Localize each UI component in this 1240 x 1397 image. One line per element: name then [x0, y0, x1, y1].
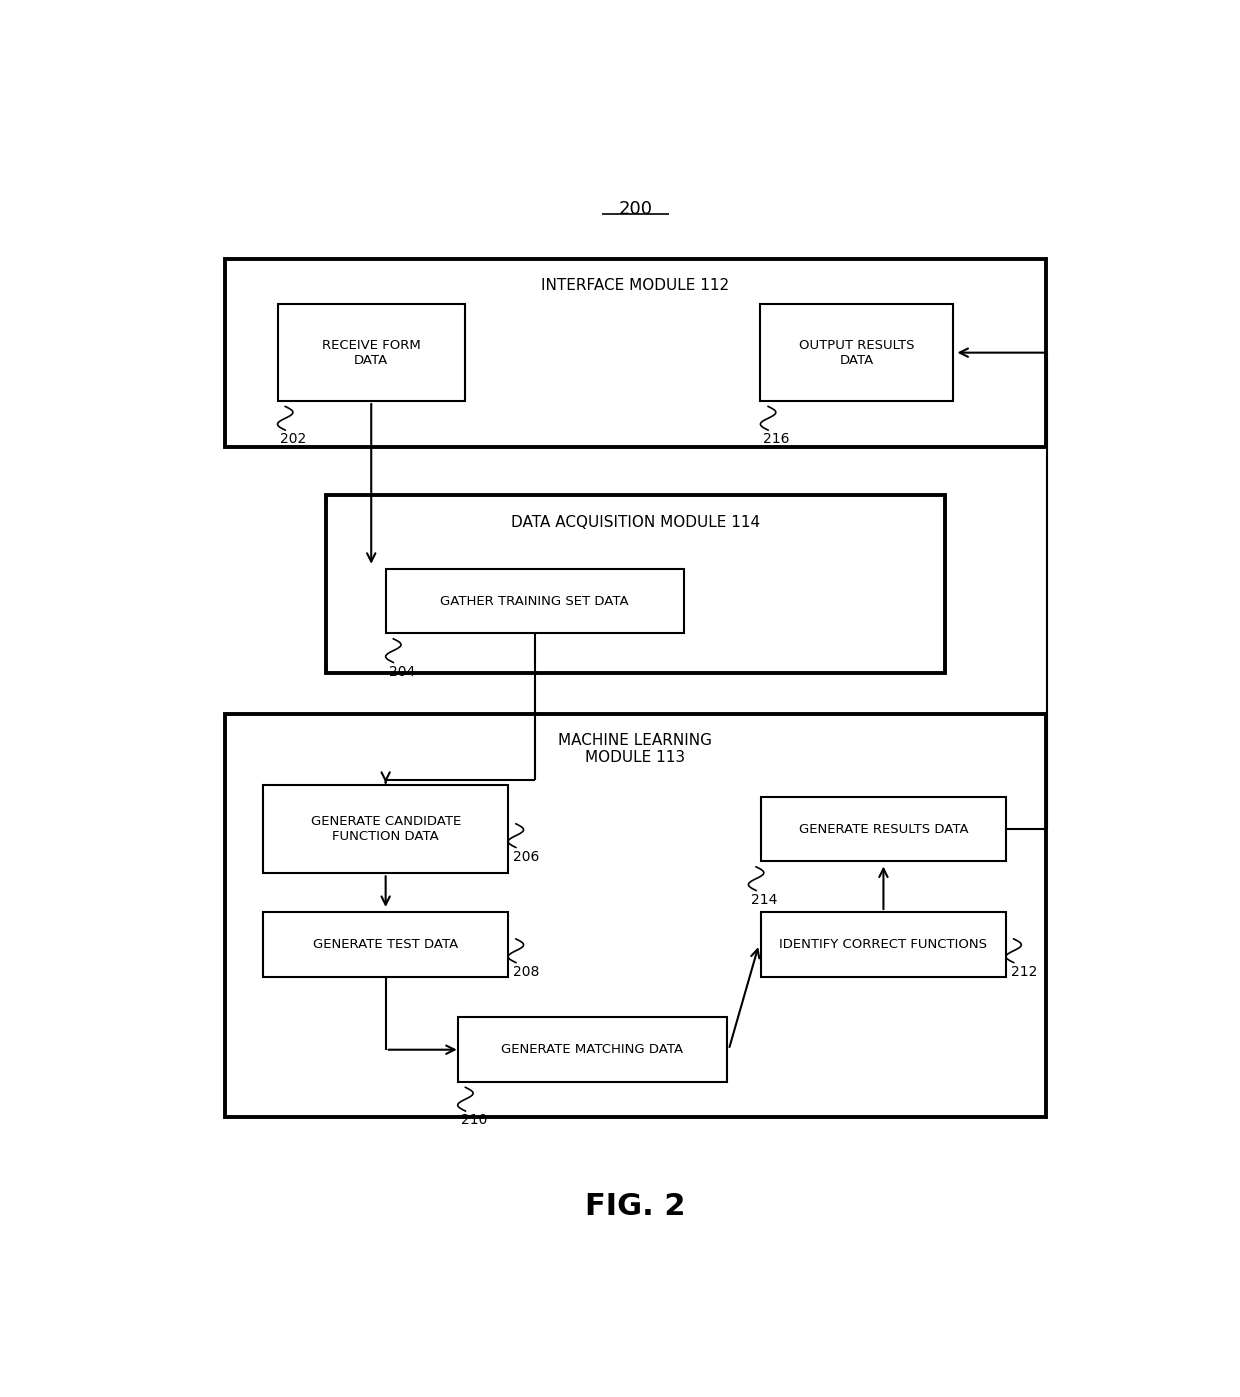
Text: 208: 208	[513, 965, 539, 979]
FancyBboxPatch shape	[326, 495, 945, 673]
Text: 200: 200	[619, 200, 652, 218]
Text: 202: 202	[280, 432, 306, 446]
FancyBboxPatch shape	[386, 569, 683, 633]
Text: GATHER TRAINING SET DATA: GATHER TRAINING SET DATA	[440, 595, 629, 608]
Text: MACHINE LEARNING
MODULE 113: MACHINE LEARNING MODULE 113	[558, 733, 713, 766]
Text: GENERATE TEST DATA: GENERATE TEST DATA	[312, 937, 459, 951]
FancyBboxPatch shape	[263, 785, 508, 873]
FancyBboxPatch shape	[458, 1017, 727, 1083]
Text: DATA ACQUISITION MODULE 114: DATA ACQUISITION MODULE 114	[511, 514, 760, 529]
Text: OUTPUT RESULTS
DATA: OUTPUT RESULTS DATA	[799, 338, 914, 366]
Text: FIG. 2: FIG. 2	[585, 1192, 686, 1221]
Text: INTERFACE MODULE 112: INTERFACE MODULE 112	[542, 278, 729, 293]
Text: RECEIVE FORM
DATA: RECEIVE FORM DATA	[322, 338, 420, 366]
FancyBboxPatch shape	[224, 258, 1047, 447]
Text: 214: 214	[751, 893, 777, 907]
Text: 216: 216	[764, 432, 790, 446]
Text: 212: 212	[1011, 965, 1037, 979]
FancyBboxPatch shape	[224, 714, 1047, 1118]
Text: IDENTIFY CORRECT FUNCTIONS: IDENTIFY CORRECT FUNCTIONS	[780, 937, 987, 951]
FancyBboxPatch shape	[761, 912, 1006, 977]
FancyBboxPatch shape	[761, 796, 1006, 862]
FancyBboxPatch shape	[278, 305, 465, 401]
Text: GENERATE MATCHING DATA: GENERATE MATCHING DATA	[501, 1044, 683, 1056]
Text: GENERATE RESULTS DATA: GENERATE RESULTS DATA	[799, 823, 968, 835]
FancyBboxPatch shape	[263, 912, 508, 977]
Text: 204: 204	[388, 665, 414, 679]
Text: 206: 206	[513, 849, 539, 863]
Text: GENERATE CANDIDATE
FUNCTION DATA: GENERATE CANDIDATE FUNCTION DATA	[310, 816, 461, 844]
FancyBboxPatch shape	[760, 305, 952, 401]
Text: 210: 210	[460, 1113, 487, 1127]
